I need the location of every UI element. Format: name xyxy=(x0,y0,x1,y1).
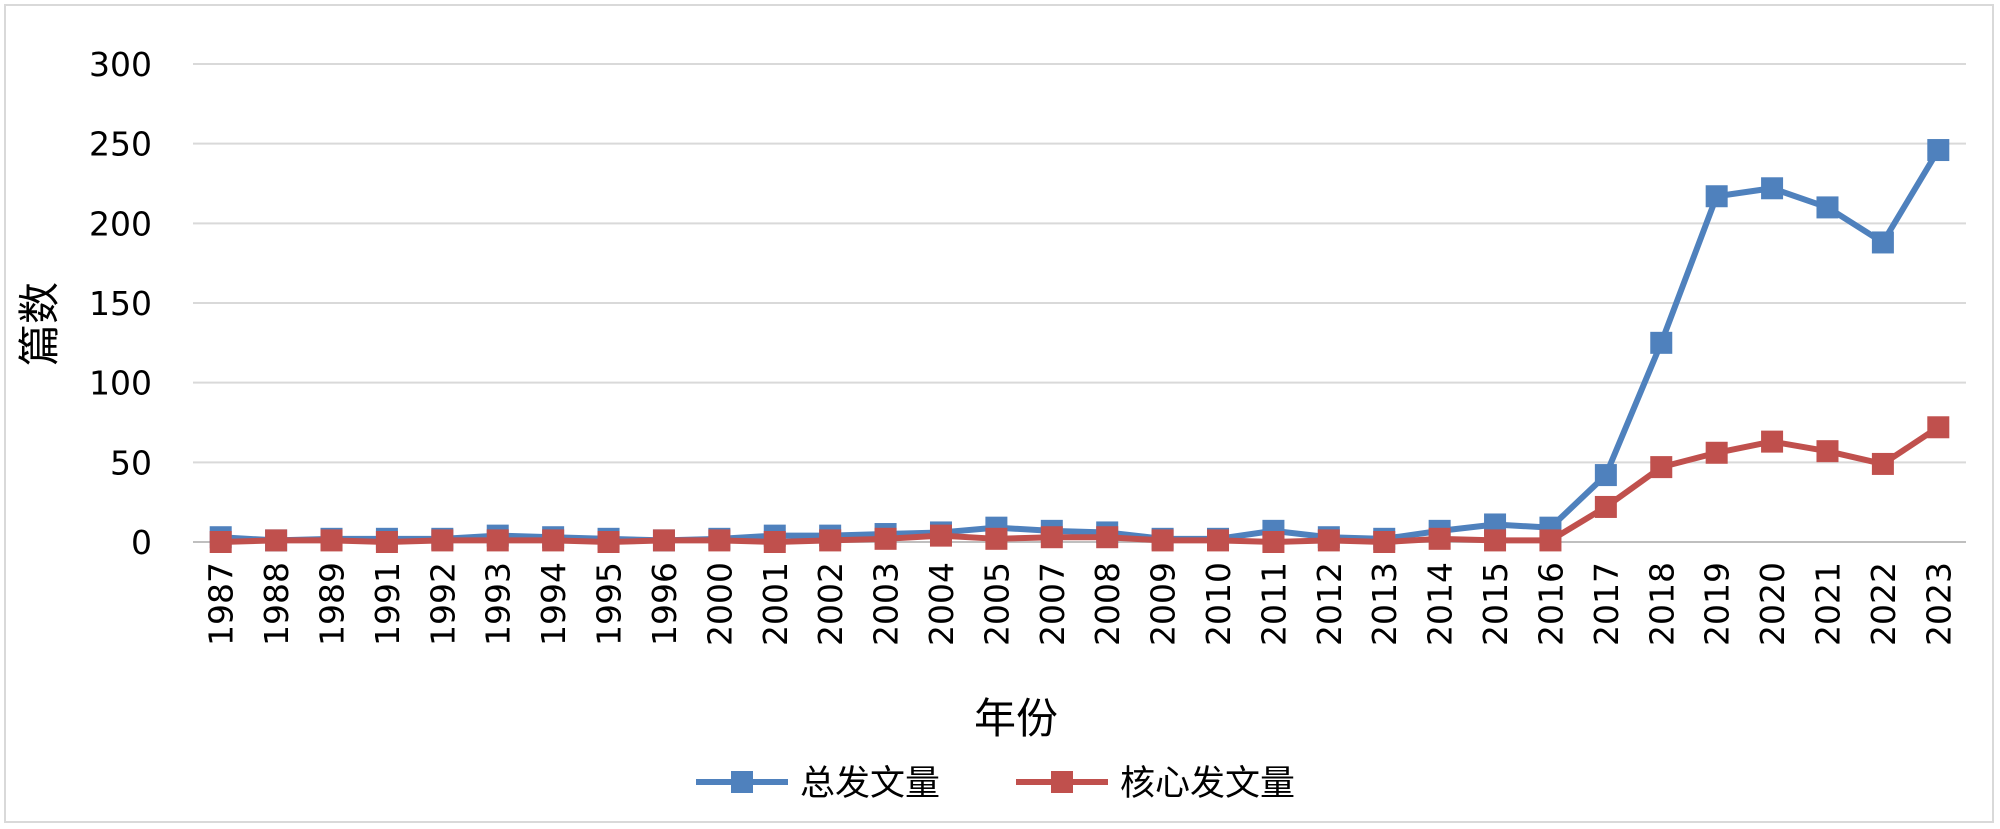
legend-label-total: 总发文量 xyxy=(800,764,940,804)
data-point xyxy=(1871,231,1894,254)
data-point xyxy=(209,531,232,553)
x-tick-label: 2013 xyxy=(1365,562,1404,646)
x-tick-label: 2022 xyxy=(1864,562,1903,646)
x-tick-label: 2004 xyxy=(922,562,961,646)
data-point xyxy=(1594,495,1617,518)
x-tick-label: 2021 xyxy=(1808,562,1847,646)
y-tick-label: 300 xyxy=(89,45,152,84)
series-core xyxy=(209,416,1950,553)
x-tick-label: 2014 xyxy=(1421,562,1460,646)
data-point xyxy=(542,529,565,552)
data-point xyxy=(1650,456,1673,479)
x-tick-label: 2018 xyxy=(1642,562,1681,646)
data-point xyxy=(1927,139,1950,162)
x-tick-label: 2011 xyxy=(1254,562,1293,646)
data-point xyxy=(1207,529,1230,552)
legend-item-core: 核心发文量 xyxy=(1016,764,1295,804)
data-point xyxy=(486,529,509,552)
x-axis-title: 年份 xyxy=(974,694,1058,743)
data-point xyxy=(1594,464,1617,487)
y-tick-label: 250 xyxy=(89,125,152,164)
data-point xyxy=(1761,177,1784,200)
series-total xyxy=(209,139,1950,552)
x-tick-label: 2017 xyxy=(1587,562,1626,646)
data-point xyxy=(929,524,952,547)
data-point xyxy=(874,527,897,550)
x-tick-label: 2020 xyxy=(1753,562,1792,646)
x-axis-ticks: 1987 1988 1989 1991 1992 1993 1994 1995 1996 2000… xyxy=(202,562,1959,646)
series-line xyxy=(220,424,1940,545)
data-point xyxy=(652,529,675,552)
legend-label-core: 核心发文量 xyxy=(1120,764,1295,804)
data-point xyxy=(1816,440,1839,463)
series-line xyxy=(220,148,1941,544)
legend-marker-total xyxy=(731,771,753,793)
legend-marker-core xyxy=(1051,771,1073,793)
x-tick-label: 2002 xyxy=(811,562,850,646)
series-layer xyxy=(209,139,1950,553)
x-tick-label: 1995 xyxy=(590,562,629,646)
legend-item-total: 总发文量 xyxy=(696,764,940,804)
y-axis-ticks: 0 50 100 150 200 250 300 xyxy=(89,45,152,562)
data-point xyxy=(1761,430,1784,453)
data-point xyxy=(1040,526,1063,549)
x-tick-label: 2001 xyxy=(756,562,795,646)
x-tick-label: 1994 xyxy=(534,562,573,646)
x-tick-label: 2003 xyxy=(867,562,906,646)
data-point xyxy=(1705,185,1728,208)
data-point xyxy=(320,529,343,552)
x-tick-label: 1991 xyxy=(368,562,407,646)
data-point xyxy=(1096,526,1119,549)
y-tick-label: 150 xyxy=(89,284,152,323)
x-tick-label: 1993 xyxy=(479,562,518,646)
x-tick-label: 2016 xyxy=(1531,562,1570,646)
data-point xyxy=(431,529,454,552)
data-point xyxy=(763,531,786,553)
data-point xyxy=(985,527,1008,550)
x-tick-label: 1987 xyxy=(202,562,241,646)
x-tick-label: 2005 xyxy=(977,562,1016,646)
x-tick-label: 2010 xyxy=(1199,562,1238,646)
gridlines xyxy=(193,63,1966,543)
x-tick-label: 2012 xyxy=(1310,562,1349,646)
legend: 总发文量 核心发文量 xyxy=(696,764,1295,804)
x-tick-label: 1992 xyxy=(423,562,462,646)
data-point xyxy=(1539,529,1562,552)
x-tick-label: 2000 xyxy=(700,562,739,646)
data-point xyxy=(265,529,288,552)
x-tick-label: 2015 xyxy=(1476,562,1515,646)
y-tick-label: 0 xyxy=(131,523,152,562)
data-point xyxy=(1428,527,1451,550)
y-tick-label: 50 xyxy=(110,443,152,482)
data-point xyxy=(1151,529,1174,552)
x-tick-label: 1989 xyxy=(313,562,352,646)
data-point xyxy=(1484,529,1507,552)
x-tick-label: 1996 xyxy=(645,562,684,646)
data-point xyxy=(1262,531,1285,553)
y-tick-label: 100 xyxy=(89,364,152,403)
data-point xyxy=(1650,331,1673,354)
y-axis-title: 篇数 xyxy=(15,282,64,366)
data-point xyxy=(1871,452,1894,475)
x-tick-label: 1988 xyxy=(257,562,296,646)
x-tick-label: 2008 xyxy=(1088,562,1127,646)
x-tick-label: 2023 xyxy=(1919,562,1958,646)
data-point xyxy=(1317,529,1340,552)
data-point xyxy=(819,529,842,552)
data-point xyxy=(1373,531,1396,553)
data-point xyxy=(1927,416,1950,439)
x-tick-label: 2019 xyxy=(1698,562,1737,646)
chart-frame: 0 50 100 150 200 250 300 1987 1988 1989 1991 1992 1… xyxy=(4,4,1994,823)
data-point xyxy=(1816,196,1839,219)
data-point xyxy=(597,531,620,553)
x-tick-label: 2007 xyxy=(1033,562,1072,646)
data-point xyxy=(1705,441,1728,464)
data-point xyxy=(708,529,731,552)
data-point xyxy=(375,531,398,553)
y-tick-label: 200 xyxy=(89,204,152,243)
x-tick-label: 2009 xyxy=(1144,562,1183,646)
